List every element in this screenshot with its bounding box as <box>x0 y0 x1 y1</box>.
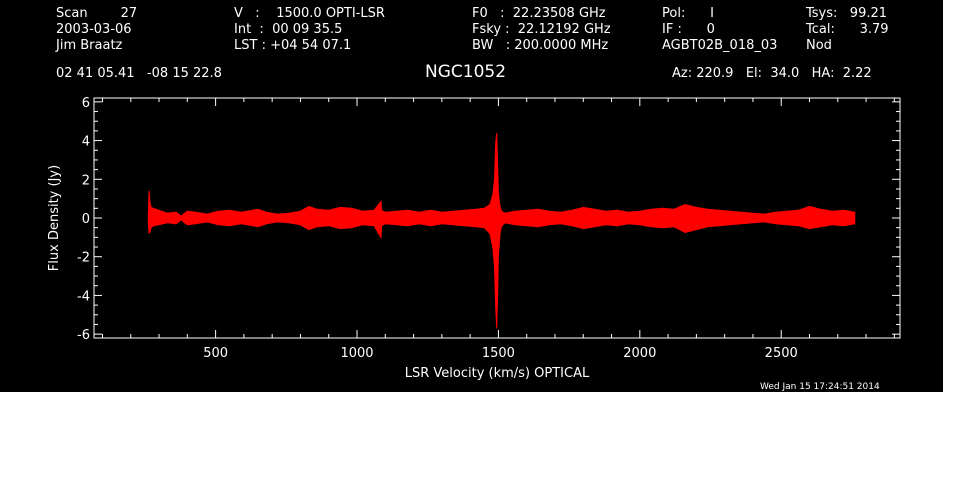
x-tick-label: 1500 <box>482 346 515 361</box>
header-fsky: Fsky : 22.12192 GHz <box>472 22 611 37</box>
header-date: 2003-03-06 <box>56 22 132 37</box>
y-tick-label: 4 <box>82 135 90 150</box>
x-tick-label: 2000 <box>623 346 656 361</box>
x-axis-label: LSR Velocity (km/s) OPTICAL <box>405 366 590 381</box>
y-tick-label: -2 <box>77 251 90 266</box>
timestamp: Wed Jan 15 17:24:51 2014 <box>760 382 880 392</box>
header-bw: BW : 200.0000 MHz <box>472 38 609 53</box>
spectrum-trace <box>147 132 856 329</box>
header-project: AGBT02B_018_03 <box>662 38 778 53</box>
header-coords: 02 41 05.41 -08 15 22.8 <box>56 66 222 81</box>
source-name: NGC1052 <box>425 62 507 82</box>
header-mode: Nod <box>806 38 832 53</box>
header-scan: Scan 27 <box>56 6 138 21</box>
x-tick-label: 500 <box>203 346 228 361</box>
spectrum-panel: Scan 27 2003-03-06 Jim Braatz V : 1500.0… <box>0 0 943 392</box>
y-tick-label: -4 <box>77 289 90 304</box>
header-observer: Jim Braatz <box>56 38 123 53</box>
header-pointing: Az: 220.9 El: 34.0 HA: 2.22 <box>672 66 872 81</box>
header-f0: F0 : 22.23508 GHz <box>472 6 606 21</box>
x-tick-label: 1000 <box>340 346 373 361</box>
header-velocity: V : 1500.0 OPTI-LSR <box>234 6 385 21</box>
y-tick-label: 0 <box>82 212 90 227</box>
x-tick-label: 2500 <box>765 346 798 361</box>
header-if: IF : 0 <box>662 22 715 37</box>
header-lst: LST : +04 54 07.1 <box>234 38 352 53</box>
y-tick-label: 2 <box>82 173 90 188</box>
y-tick-label: -6 <box>77 328 90 343</box>
y-axis-label: Flux Density (Jy) <box>47 165 62 271</box>
header-pol: Pol: I <box>662 6 714 21</box>
header-tcal: Tcal: 3.79 <box>806 22 889 37</box>
spectrum-plot: 500 1000 1500 2000 2500 -6 -4 -2 0 2 4 6 LSR Velocit… <box>47 96 901 381</box>
header-tsys: Tsys: 99.21 <box>806 6 888 21</box>
header-int-time: Int : 00 09 35.5 <box>234 22 343 37</box>
y-tick-label: 6 <box>82 96 90 111</box>
